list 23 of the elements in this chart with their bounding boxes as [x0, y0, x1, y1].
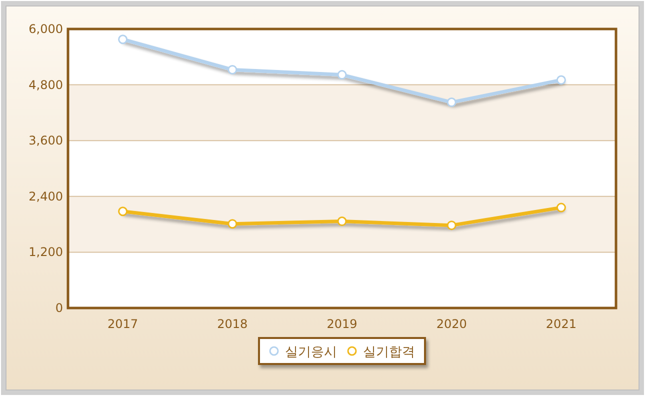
legend-label: 실기합격	[363, 345, 415, 360]
y-tick-label: 1,200	[28, 245, 63, 260]
point	[446, 220, 456, 230]
point	[446, 98, 456, 108]
y-tick-label: 0	[55, 301, 63, 315]
point	[556, 202, 566, 212]
legend-label: 실기응시	[285, 345, 337, 360]
y-tick-label: 4,800	[28, 78, 63, 92]
x-tick-label: 2020	[436, 317, 467, 331]
y-tick-label: 3,600	[28, 134, 63, 148]
point	[556, 75, 566, 85]
point	[118, 206, 128, 216]
point	[228, 219, 238, 229]
x-tick-label: 2018	[217, 317, 248, 331]
x-tick-label: 2017	[108, 317, 138, 331]
point	[337, 216, 347, 226]
x-tick-label: 2019	[326, 317, 358, 331]
point	[337, 70, 347, 80]
x-tick-label: 2021	[546, 317, 576, 331]
point	[118, 34, 128, 44]
y-tick-label: 2,400	[28, 189, 63, 204]
y-tick-label: 6,000	[28, 22, 63, 36]
point	[228, 64, 238, 74]
